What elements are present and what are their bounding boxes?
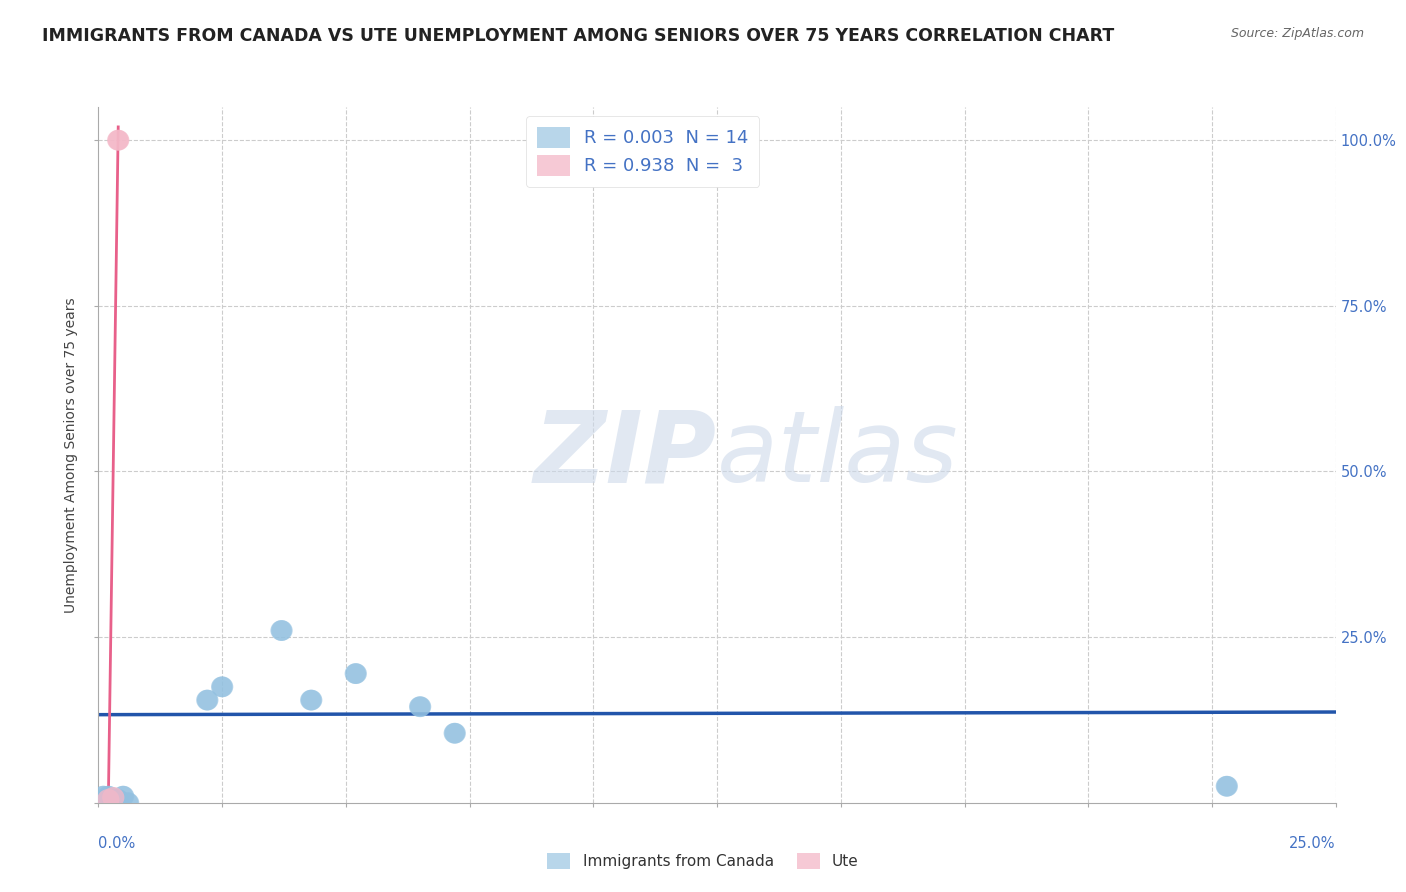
Point bbox=[117, 796, 139, 810]
Text: atlas: atlas bbox=[717, 407, 959, 503]
Ellipse shape bbox=[93, 786, 114, 806]
Point bbox=[299, 693, 322, 707]
Point bbox=[103, 792, 125, 806]
Point bbox=[409, 699, 432, 714]
Ellipse shape bbox=[197, 690, 218, 711]
Legend: R = 0.003  N = 14, R = 0.938  N =  3: R = 0.003 N = 14, R = 0.938 N = 3 bbox=[526, 116, 759, 186]
Point bbox=[112, 789, 135, 804]
Ellipse shape bbox=[1216, 776, 1237, 797]
Text: 0.0%: 0.0% bbox=[98, 836, 135, 851]
Ellipse shape bbox=[409, 697, 432, 717]
Ellipse shape bbox=[444, 723, 465, 744]
Point bbox=[97, 789, 120, 804]
Ellipse shape bbox=[97, 786, 120, 806]
Text: 25.0%: 25.0% bbox=[1289, 836, 1336, 851]
Ellipse shape bbox=[97, 789, 120, 810]
Point bbox=[1216, 779, 1239, 793]
Text: Source: ZipAtlas.com: Source: ZipAtlas.com bbox=[1230, 27, 1364, 40]
Y-axis label: Unemployment Among Seniors over 75 years: Unemployment Among Seniors over 75 years bbox=[65, 297, 79, 613]
Ellipse shape bbox=[107, 789, 129, 810]
Point bbox=[195, 693, 218, 707]
Point bbox=[443, 726, 465, 740]
Ellipse shape bbox=[103, 787, 124, 808]
Point bbox=[103, 790, 125, 805]
Ellipse shape bbox=[117, 792, 139, 814]
Text: IMMIGRANTS FROM CANADA VS UTE UNEMPLOYMENT AMONG SENIORS OVER 75 YEARS CORRELATI: IMMIGRANTS FROM CANADA VS UTE UNEMPLOYME… bbox=[42, 27, 1115, 45]
Point bbox=[211, 680, 233, 694]
Ellipse shape bbox=[344, 663, 367, 684]
Ellipse shape bbox=[299, 690, 322, 711]
Ellipse shape bbox=[211, 676, 233, 698]
Text: ZIP: ZIP bbox=[534, 407, 717, 503]
Ellipse shape bbox=[103, 789, 124, 810]
Point bbox=[107, 133, 129, 147]
Point bbox=[107, 792, 129, 806]
Point bbox=[270, 624, 292, 638]
Point bbox=[97, 792, 120, 806]
Point bbox=[344, 666, 367, 681]
Point bbox=[93, 789, 115, 804]
Ellipse shape bbox=[270, 620, 292, 641]
Legend: Immigrants from Canada, Ute: Immigrants from Canada, Ute bbox=[541, 847, 865, 875]
Ellipse shape bbox=[107, 129, 129, 151]
Ellipse shape bbox=[112, 786, 135, 806]
